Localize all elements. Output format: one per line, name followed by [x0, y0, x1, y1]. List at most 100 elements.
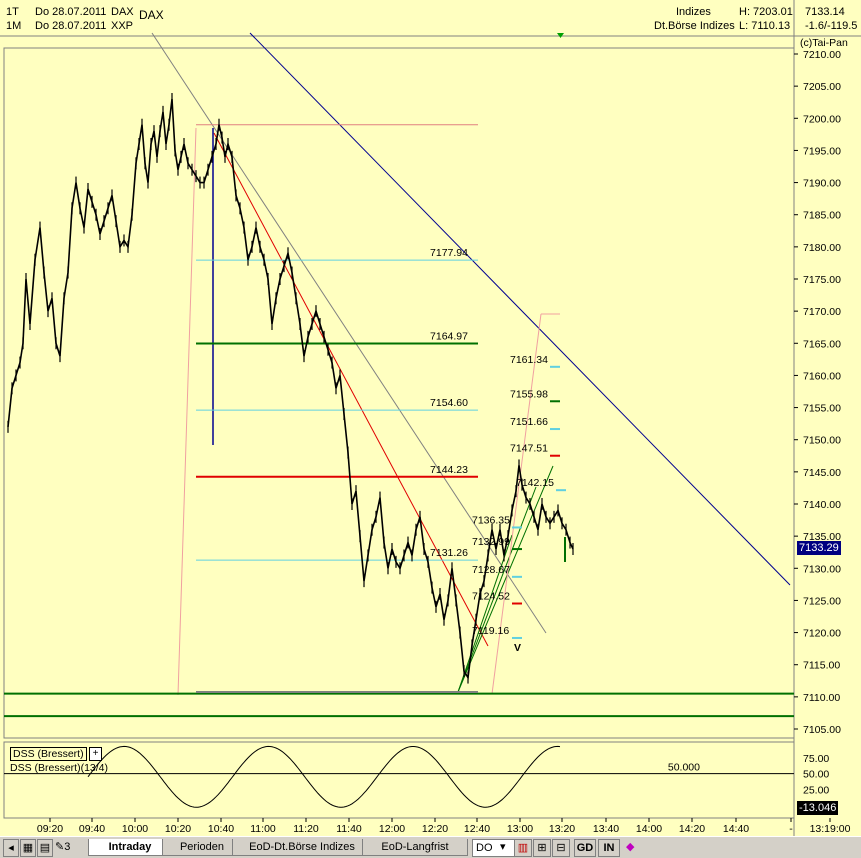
indicator-tick-label: 25.00: [803, 785, 829, 797]
indicator-tick-label: 50.00: [803, 769, 829, 781]
fib-level-label: 7177.94: [430, 247, 468, 259]
price-chart[interactable]: 7210.00 7205.00 7200.00 7195.00 7190.00 7185.…: [0, 0, 861, 836]
y-tick-label: 7210.00: [803, 49, 841, 61]
green-fan-line-1: [457, 465, 554, 693]
high-value: H: 7203.01: [739, 6, 793, 18]
top-marker: [557, 33, 564, 38]
x-tick-label: 12:20: [422, 823, 448, 835]
date-1: Do 28.07.2011: [35, 6, 107, 18]
blue-trendline: [249, 32, 791, 586]
low-value: L: 7110.13: [739, 20, 791, 32]
scroll-left-icon[interactable]: ◂: [3, 839, 19, 857]
indicator-level-label: 50.000: [668, 762, 700, 774]
change-value: -1.6/-119.5: [805, 20, 858, 32]
draw-icon: ✎: [55, 841, 65, 853]
fib-level-label: 7144.23: [430, 464, 468, 476]
color-diamond-icon[interactable]: ◆: [626, 841, 635, 853]
last-price-badge: 7133.29: [797, 541, 841, 555]
last-value: 7133.14: [805, 6, 845, 18]
retracement-label: 7132.99: [472, 536, 510, 548]
x-tick-label: 09:40: [79, 823, 105, 835]
retracement-label: 7128.67: [472, 564, 510, 576]
page-indicator[interactable]: ✎3: [55, 839, 81, 855]
x-tick-label: 13:19:00: [810, 823, 851, 835]
indicator-last-badge: -13.046: [797, 801, 839, 815]
y-tick-label: 7110.00: [803, 692, 840, 704]
index-label: Indizes: [676, 6, 711, 18]
chart-type-icon[interactable]: ▥: [514, 839, 532, 857]
mode-value: DO: [476, 842, 493, 854]
x-tick-label: 12:40: [464, 823, 490, 835]
y-tick-label: 7205.00: [803, 81, 841, 93]
x-tick-label: 13:20: [549, 823, 575, 835]
tab-eod-indizes[interactable]: EoD-Dt.Börse Indizes: [232, 839, 372, 856]
tab-intraday[interactable]: Intraday: [88, 839, 172, 856]
y-tick-label: 7105.00: [803, 724, 841, 736]
fib-level-label: 7164.97: [430, 330, 468, 342]
symbol-1: DAX: [111, 6, 134, 18]
x-tick-label: 10:40: [208, 823, 234, 835]
x-tick-label: 14:40: [723, 823, 749, 835]
x-tick-label: 10:20: [165, 823, 191, 835]
fib-level-label: 7131.26: [430, 547, 468, 559]
retracement-label: 7151.66: [510, 416, 548, 428]
zoom-icon[interactable]: ⊞: [533, 839, 551, 857]
exchange-label: Dt.Börse Indizes: [654, 20, 735, 32]
timeframe-1: 1T: [6, 6, 19, 18]
x-tick-label: 11:40: [336, 823, 362, 835]
measure-icon[interactable]: ⊟: [552, 839, 570, 857]
grid-icon[interactable]: ▦: [20, 839, 36, 857]
pink-fib-line: [177, 127, 197, 696]
y-tick-label: 7175.00: [803, 274, 841, 286]
pink-ext-line: [491, 313, 542, 695]
plot-frame: [3, 47, 795, 739]
x-tick-label: 11:20: [293, 823, 319, 835]
x-tick-label: 13:40: [593, 823, 619, 835]
retracement-label: 7124.52: [472, 591, 510, 603]
page-label: 3: [64, 841, 71, 853]
x-tick-label: 09:20: [37, 823, 63, 835]
gd-button[interactable]: GD: [574, 839, 596, 857]
y-tick-label: 7125.00: [803, 595, 841, 607]
x-tick-label: 11:00: [250, 823, 276, 835]
retracement-label: 7136.35: [472, 514, 510, 526]
y-tick-label: 7155.00: [803, 403, 841, 415]
signal-marker: V: [514, 642, 521, 654]
indicator-line: [87, 745, 561, 808]
page-icon[interactable]: ▤: [37, 839, 53, 857]
indicator-label: DSS (Bressert)(13/4): [10, 762, 109, 774]
y-tick-label: 7120.00: [803, 628, 841, 640]
y-tick-label: 7185.00: [803, 210, 841, 222]
x-tick-label: -: [789, 823, 793, 835]
y-tick-label: 7130.00: [803, 563, 841, 575]
y-tick-label: 7150.00: [803, 435, 841, 447]
indicator-name[interactable]: DSS (Bressert): [10, 747, 87, 761]
retracement-label: 7155.98: [510, 388, 548, 400]
timeframe-2: 1M: [6, 20, 22, 32]
y-tick-label: 7140.00: [803, 499, 841, 511]
add-indicator-icon[interactable]: +: [89, 747, 102, 761]
x-tick-label: 10:00: [122, 823, 148, 835]
retracement-label: 7161.34: [510, 354, 548, 366]
indicator-tick-label: 75.00: [803, 753, 829, 765]
y-tick-label: 7160.00: [803, 370, 841, 382]
fib-level-label: 7154.60: [430, 397, 468, 409]
y-tick-label: 7200.00: [803, 113, 841, 125]
price-line: [7, 98, 574, 680]
retracement-label: 7142.15: [516, 477, 554, 489]
in-button[interactable]: IN: [598, 839, 620, 857]
y-tick-label: 7145.00: [803, 467, 841, 479]
copyright-label: (c)Tai-Pan: [800, 37, 848, 49]
x-tick-label: 13:00: [507, 823, 533, 835]
tab-perioden[interactable]: Perioden: [162, 839, 242, 856]
bottom-toolbar: ◂ ▦ ▤ ✎3 Intraday Perioden EoD-Dt.Börse …: [0, 836, 861, 858]
tab-eod-langfrist[interactable]: EoD-Langfrist: [362, 839, 468, 856]
y-tick-label: 7165.00: [803, 338, 841, 350]
chevron-down-icon[interactable]: ▾: [500, 841, 506, 853]
symbol-2: XXP: [111, 20, 134, 32]
date-2: Do 28.07.2011: [35, 20, 107, 32]
y-tick-label: 7135.00: [803, 531, 841, 543]
y-tick-label: 7190.00: [803, 178, 841, 190]
retracement-label: 7119.16: [472, 625, 509, 637]
